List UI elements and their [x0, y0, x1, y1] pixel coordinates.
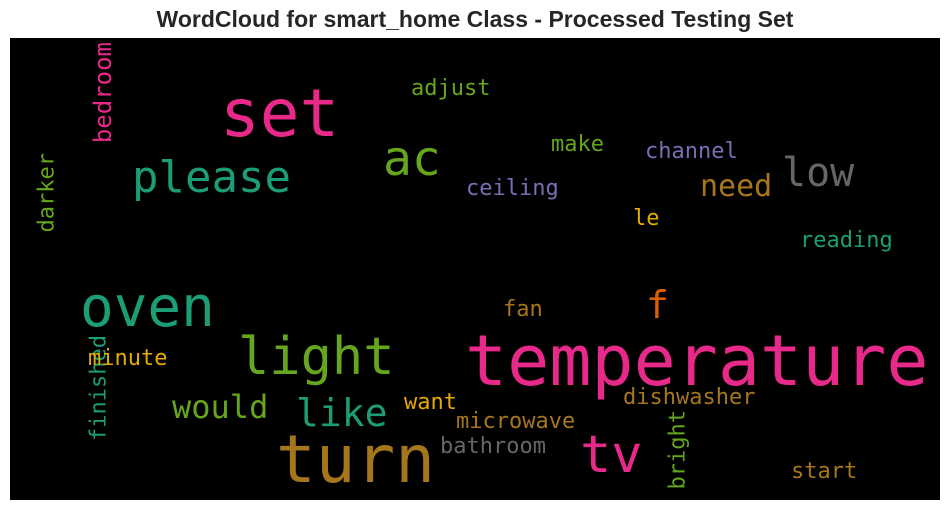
word-low: low	[782, 150, 855, 196]
word-channel: channel	[645, 139, 738, 164]
chart-title: WordCloud for smart_home Class - Process…	[156, 6, 794, 32]
word-temperature: temperature	[465, 320, 929, 402]
wordcloud-background	[10, 38, 940, 500]
word-reading: reading	[800, 228, 893, 253]
word-bright: bright	[666, 410, 691, 489]
word-fan: fan	[503, 297, 543, 322]
word-tv: tv	[580, 425, 643, 485]
word-like: like	[296, 391, 388, 435]
word-darker: darker	[35, 153, 60, 232]
word-dishwasher: dishwasher	[623, 385, 755, 410]
word-make: make	[551, 132, 604, 157]
word-minute: minute	[88, 346, 167, 371]
word-f: f	[646, 283, 669, 327]
word-light: light	[238, 327, 395, 387]
word-set: set	[220, 75, 339, 152]
word-microwave: microwave	[456, 409, 575, 434]
word-bathroom: bathroom	[440, 434, 546, 459]
word-bedroom: bedroom	[89, 42, 117, 143]
word-please: please	[132, 152, 291, 203]
word-finished: finished	[87, 335, 112, 441]
word-want: want	[404, 390, 457, 415]
word-would: would	[172, 388, 268, 426]
word-ceiling: ceiling	[466, 176, 559, 201]
word-oven: oven	[80, 275, 215, 340]
wordcloud-words: temperature turn set oven light please tv ac low…	[35, 42, 929, 498]
word-need: need	[700, 169, 772, 204]
word-start: start	[791, 459, 857, 484]
word-ac: ac	[383, 131, 441, 187]
word-adjust: adjust	[411, 76, 490, 101]
word-le: le	[633, 206, 660, 231]
wordcloud-canvas: temperature turn set oven light please tv ac low…	[10, 38, 940, 500]
word-turn: turn	[276, 421, 435, 498]
